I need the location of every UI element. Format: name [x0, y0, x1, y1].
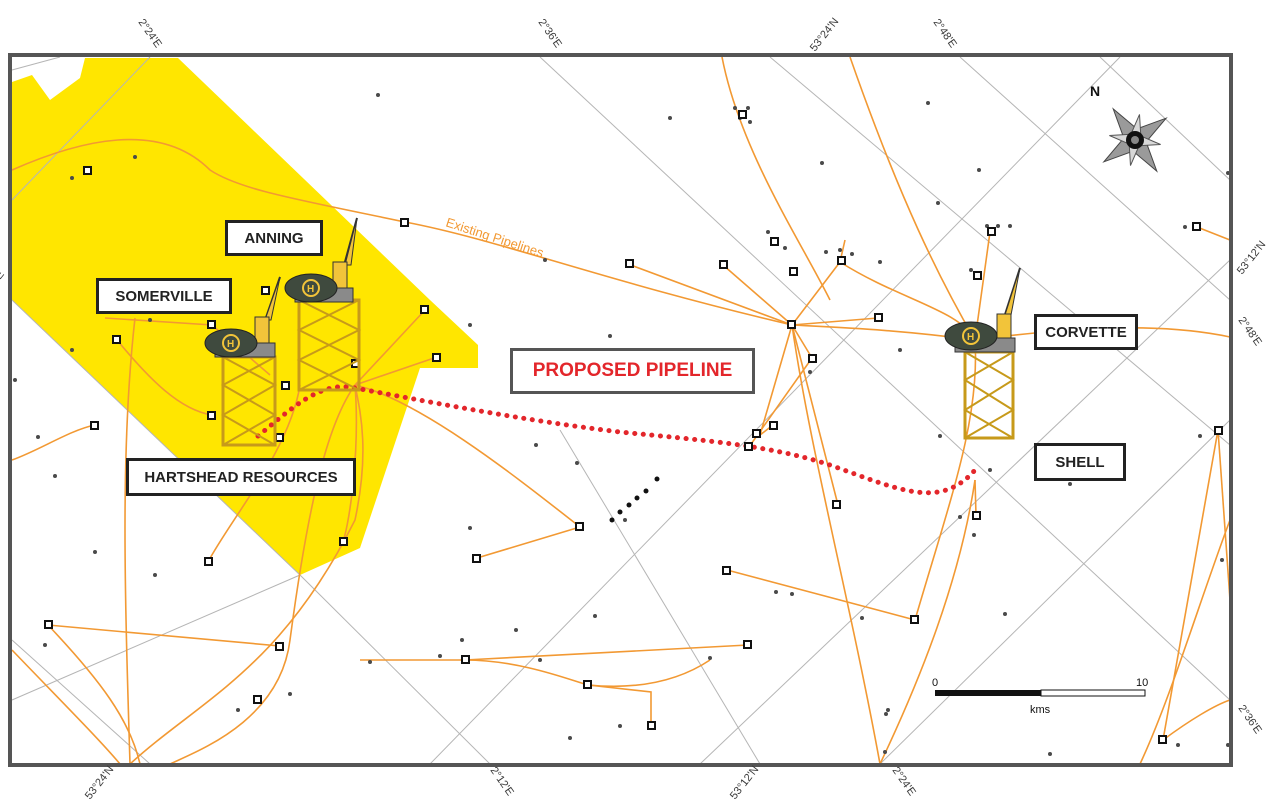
- coord-bottom-1: 53°24'N: [83, 764, 116, 802]
- coord-top-3: 53°24'N: [808, 16, 841, 54]
- coord-top-2: 2°36'E: [536, 17, 564, 50]
- north-label: N: [1090, 83, 1100, 99]
- wells: [13, 93, 1230, 756]
- existing-pipelines: [11, 56, 1231, 765]
- licence-block: [12, 58, 478, 575]
- rig-hartshead-icon: H: [204, 276, 281, 447]
- coord-top-4: 2°48'E: [931, 17, 959, 50]
- proposed-pipeline-route: [255, 384, 978, 496]
- platform-markers: [44, 110, 1223, 744]
- coord-right-3: 2°36'E: [1236, 703, 1264, 736]
- scale-start: 0: [932, 677, 938, 689]
- label-shell: SHELL: [1034, 443, 1126, 481]
- svg-text:H: H: [967, 332, 974, 343]
- coord-left-1: E: [0, 269, 7, 282]
- svg-text:H: H: [307, 284, 314, 295]
- graticule: [11, 56, 1231, 765]
- coord-bottom-2: 2°12'E: [488, 765, 516, 798]
- label-somerville: SOMERVILLE: [96, 278, 232, 314]
- scale-end: 10: [1136, 677, 1148, 689]
- scale-unit: kms: [1030, 704, 1051, 716]
- label-hartshead: HARTSHEAD RESOURCES: [126, 458, 356, 496]
- coord-right-1: 53°12'N: [1235, 239, 1266, 277]
- north-compass-icon: [1102, 107, 1168, 173]
- rig-anning-icon: H: [284, 217, 362, 392]
- proposed-pipeline-label: PROPOSED PIPELINE: [510, 348, 755, 394]
- label-anning: ANNING: [225, 220, 323, 256]
- coord-bottom-3: 53°12'N: [728, 764, 761, 802]
- coord-right-2: 2°48'E: [1236, 315, 1264, 348]
- map-frame: [8, 53, 1233, 767]
- coord-bottom-4: 2°24'E: [890, 765, 918, 798]
- label-corvette: CORVETTE: [1034, 314, 1138, 350]
- scale-bar: 0 10 kms: [932, 677, 1148, 716]
- svg-text:H: H: [227, 339, 234, 350]
- coord-top-1: 2°24'E: [136, 17, 164, 50]
- rig-corvette-icon: H: [944, 267, 1021, 440]
